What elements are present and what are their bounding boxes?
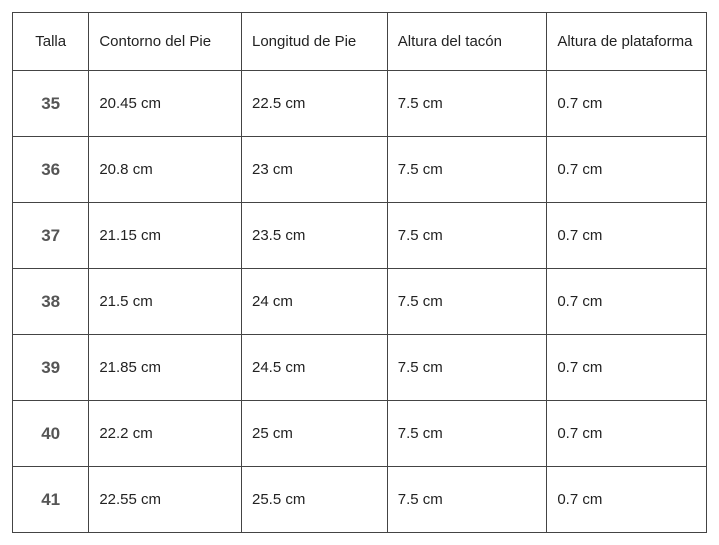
cell-tacon: 7.5 cm xyxy=(387,401,547,467)
table-row: 41 22.55 cm 25.5 cm 7.5 cm 0.7 cm xyxy=(13,467,707,533)
cell-plataforma: 0.7 cm xyxy=(547,467,707,533)
table-row: 40 22.2 cm 25 cm 7.5 cm 0.7 cm xyxy=(13,401,707,467)
cell-talla: 36 xyxy=(13,137,89,203)
cell-tacon: 7.5 cm xyxy=(387,71,547,137)
header-contorno: Contorno del Pie xyxy=(89,13,242,71)
cell-plataforma: 0.7 cm xyxy=(547,137,707,203)
cell-tacon: 7.5 cm xyxy=(387,467,547,533)
cell-contorno: 21.5 cm xyxy=(89,269,242,335)
cell-contorno: 21.15 cm xyxy=(89,203,242,269)
cell-contorno: 21.85 cm xyxy=(89,335,242,401)
table-row: 37 21.15 cm 23.5 cm 7.5 cm 0.7 cm xyxy=(13,203,707,269)
cell-talla: 39 xyxy=(13,335,89,401)
cell-longitud: 22.5 cm xyxy=(242,71,388,137)
cell-talla: 40 xyxy=(13,401,89,467)
cell-contorno: 20.45 cm xyxy=(89,71,242,137)
cell-plataforma: 0.7 cm xyxy=(547,203,707,269)
header-tacon: Altura del tacón xyxy=(387,13,547,71)
cell-longitud: 23.5 cm xyxy=(242,203,388,269)
cell-plataforma: 0.7 cm xyxy=(547,401,707,467)
cell-talla: 38 xyxy=(13,269,89,335)
cell-longitud: 23 cm xyxy=(242,137,388,203)
size-chart-table: Talla Contorno del Pie Longitud de Pie A… xyxy=(12,12,707,533)
header-plataforma: Altura de plataforma xyxy=(547,13,707,71)
cell-tacon: 7.5 cm xyxy=(387,269,547,335)
table-row: 39 21.85 cm 24.5 cm 7.5 cm 0.7 cm xyxy=(13,335,707,401)
cell-contorno: 22.55 cm xyxy=(89,467,242,533)
cell-plataforma: 0.7 cm xyxy=(547,269,707,335)
cell-longitud: 25.5 cm xyxy=(242,467,388,533)
cell-tacon: 7.5 cm xyxy=(387,335,547,401)
cell-talla: 37 xyxy=(13,203,89,269)
cell-talla: 35 xyxy=(13,71,89,137)
table-header-row: Talla Contorno del Pie Longitud de Pie A… xyxy=(13,13,707,71)
cell-plataforma: 0.7 cm xyxy=(547,71,707,137)
cell-tacon: 7.5 cm xyxy=(387,203,547,269)
table-body: 35 20.45 cm 22.5 cm 7.5 cm 0.7 cm 36 20.… xyxy=(13,71,707,533)
cell-longitud: 24.5 cm xyxy=(242,335,388,401)
cell-talla: 41 xyxy=(13,467,89,533)
table-row: 36 20.8 cm 23 cm 7.5 cm 0.7 cm xyxy=(13,137,707,203)
cell-contorno: 20.8 cm xyxy=(89,137,242,203)
cell-longitud: 25 cm xyxy=(242,401,388,467)
cell-longitud: 24 cm xyxy=(242,269,388,335)
header-longitud: Longitud de Pie xyxy=(242,13,388,71)
header-talla: Talla xyxy=(13,13,89,71)
cell-tacon: 7.5 cm xyxy=(387,137,547,203)
table-row: 38 21.5 cm 24 cm 7.5 cm 0.7 cm xyxy=(13,269,707,335)
cell-contorno: 22.2 cm xyxy=(89,401,242,467)
cell-plataforma: 0.7 cm xyxy=(547,335,707,401)
table-row: 35 20.45 cm 22.5 cm 7.5 cm 0.7 cm xyxy=(13,71,707,137)
